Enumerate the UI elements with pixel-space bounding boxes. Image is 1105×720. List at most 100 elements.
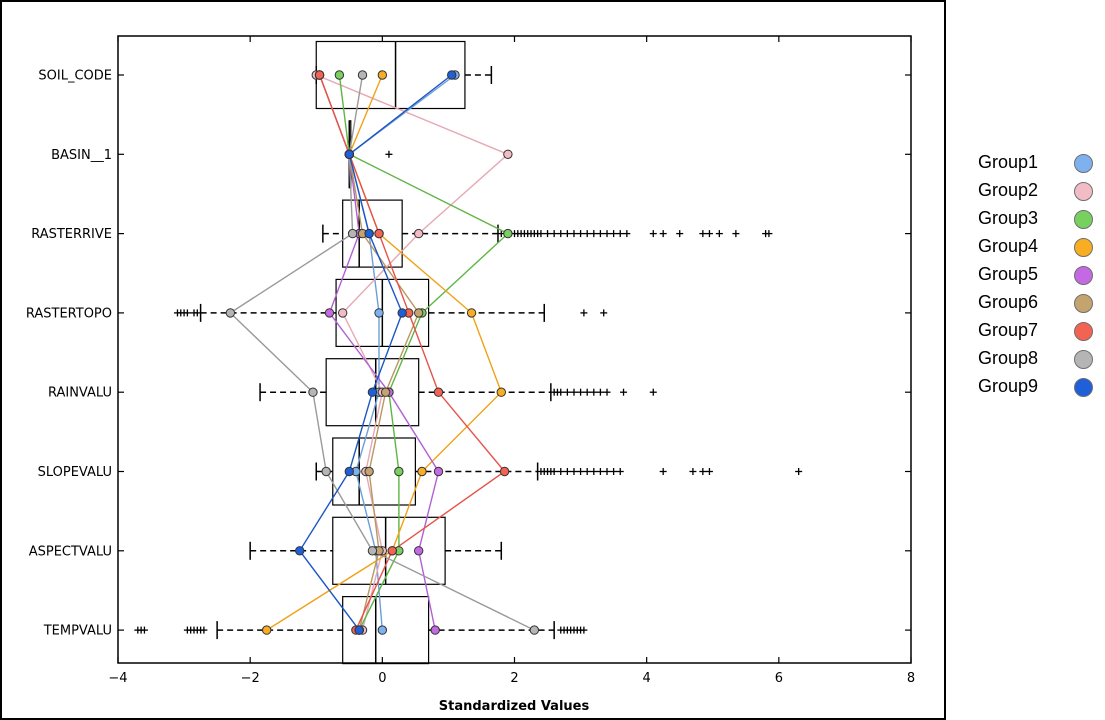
legend-label: Group6 [978, 292, 1039, 312]
point-group7 [433, 387, 444, 397]
flier-marker [699, 230, 707, 238]
point-group7 [374, 228, 384, 239]
legend-swatch [1074, 322, 1093, 341]
flier-marker [603, 388, 611, 396]
flier-marker [659, 230, 667, 238]
flier-marker [623, 230, 631, 238]
point-group4 [417, 466, 427, 477]
flier-marker [596, 468, 604, 475]
series-line-group6 [318, 74, 420, 631]
chart-frame: SOIL_CODE BASIN__1 RASTERRIVE RASTERTOPO RAI… [0, 0, 946, 720]
box-rastertopo [173, 278, 608, 347]
series-line-group8 [229, 74, 535, 631]
point-group8 [321, 466, 331, 477]
legend-item-group9: Group9 [978, 374, 1098, 402]
legend-label: Group3 [978, 208, 1039, 228]
point-group9 [354, 625, 364, 635]
y-tick-label: RASTERTOPO [26, 306, 112, 321]
point-group4 [261, 625, 272, 635]
point-group7 [387, 546, 397, 556]
point-group8 [225, 308, 236, 318]
flier-marker [649, 388, 657, 396]
legend-label: Group1 [978, 152, 1039, 172]
flier-marker [577, 468, 585, 475]
point-group3 [394, 466, 404, 477]
point-group6 [413, 308, 424, 318]
flier-marker [610, 468, 618, 475]
flier-marker [583, 388, 591, 396]
point-group6 [380, 387, 391, 397]
legend-item-group2: Group2 [978, 178, 1098, 206]
legend-swatch [1074, 154, 1093, 173]
series-line-group7 [318, 74, 506, 631]
y-tick-label: TEMPVALU [43, 624, 112, 639]
box-body [342, 199, 403, 268]
flier-marker [557, 468, 565, 475]
y-tick-label: RASTERRIVE [31, 227, 112, 242]
group-points-layer [225, 70, 540, 635]
flier-marker [795, 468, 803, 475]
flier-marker [550, 230, 558, 238]
x-tick-label: −2 [241, 671, 260, 686]
point-group8 [529, 625, 540, 635]
x-tick-label: −4 [108, 671, 127, 686]
legend-label: Group8 [978, 348, 1039, 368]
point-group4 [496, 387, 506, 397]
flier-marker [676, 230, 684, 238]
legend-swatch [1074, 294, 1093, 313]
flier-marker [699, 468, 707, 475]
group-lines-layer [229, 74, 535, 631]
flier-marker [590, 468, 598, 475]
point-group3 [334, 70, 345, 80]
point-group9 [447, 70, 457, 80]
series-line-group3 [338, 74, 510, 631]
point-group8 [308, 387, 318, 397]
point-group9 [295, 546, 305, 556]
box-body [325, 358, 420, 427]
outer-border [0, 0, 946, 720]
flier-marker [620, 388, 628, 396]
flier-marker [563, 230, 571, 238]
legend-item-group7: Group7 [978, 318, 1098, 346]
flier-marker [590, 230, 598, 238]
flier-marker [603, 230, 611, 238]
point-group5 [413, 546, 424, 556]
legend-item-group8: Group8 [978, 346, 1098, 374]
flier-marker [600, 309, 608, 317]
point-group9 [397, 308, 407, 318]
legend-label: Group5 [978, 264, 1039, 284]
legend-item-group3: Group3 [978, 206, 1098, 234]
flier-marker [570, 388, 578, 396]
flier-marker [705, 468, 713, 475]
flier-marker [563, 388, 571, 396]
flier-marker [193, 309, 201, 317]
flier-marker [715, 230, 723, 238]
flier-marker [563, 468, 571, 475]
flier-marker [610, 230, 618, 238]
ticks-layer [117, 36, 912, 663]
x-tick-label: 4 [643, 671, 651, 686]
box-body [342, 595, 430, 665]
legend-swatch [1074, 210, 1093, 229]
flier-marker [580, 309, 588, 317]
point-group7 [314, 70, 325, 80]
flier-marker [590, 388, 598, 396]
flier-marker [580, 626, 588, 634]
flier-marker [765, 230, 773, 238]
legend-swatch [1074, 378, 1093, 397]
flier-marker [557, 388, 565, 396]
flier-marker [557, 230, 565, 238]
x-tick-label: 8 [907, 671, 915, 686]
point-group2 [413, 228, 424, 239]
point-group9 [364, 228, 374, 239]
y-tick-label: SOIL_CODE [38, 69, 112, 84]
flier-marker [577, 388, 585, 396]
flier-marker [183, 309, 191, 317]
point-group2 [503, 149, 513, 160]
point-group8 [357, 70, 368, 80]
legend-label: Group4 [978, 236, 1039, 256]
x-tick-label: 6 [775, 671, 783, 686]
legend-item-group6: Group6 [978, 290, 1098, 318]
legend-item-group1: Group1 [978, 150, 1098, 178]
point-group5 [433, 466, 444, 477]
